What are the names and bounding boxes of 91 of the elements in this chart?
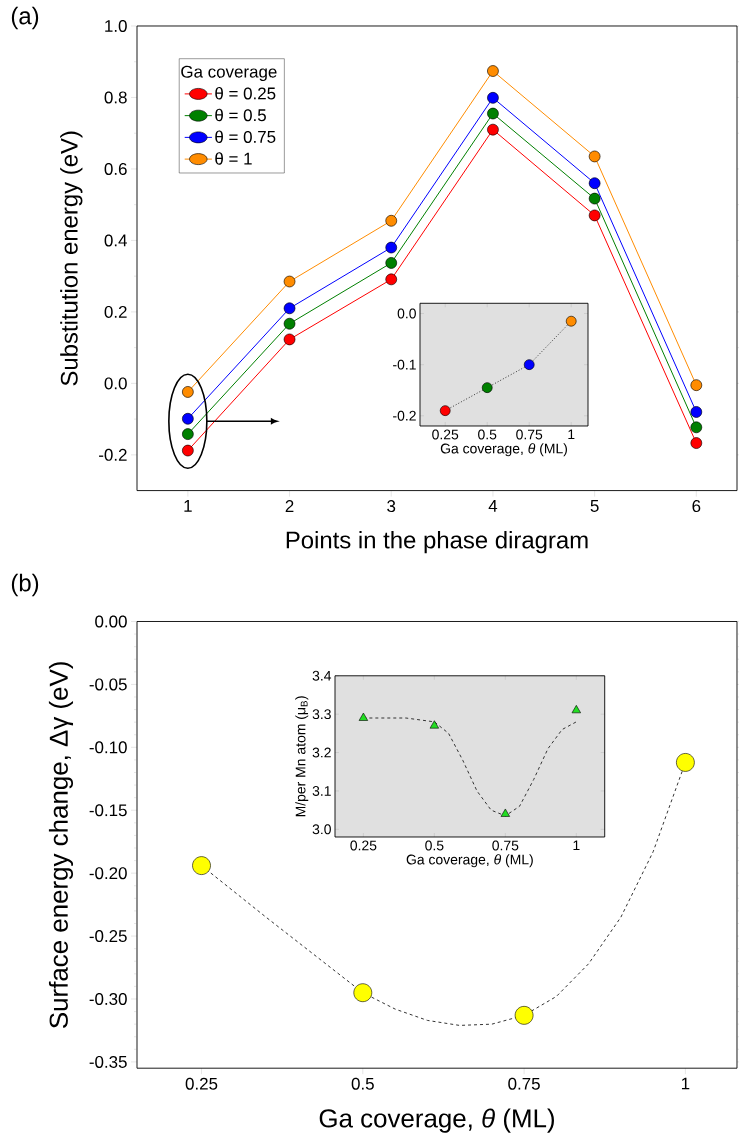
x-tick-label: 3 — [387, 500, 396, 513]
point — [690, 421, 703, 434]
point — [439, 405, 451, 416]
point — [385, 257, 398, 269]
x-axis-title: Ga coverage, θ (ML) — [406, 854, 533, 868]
point — [283, 302, 296, 315]
y-tick-label: -0.30 — [89, 992, 127, 1005]
x-axis-title: Points in the phase diragram — [286, 530, 588, 554]
x-tick-label: 5 — [590, 500, 599, 512]
point — [385, 273, 398, 286]
point — [353, 983, 373, 1002]
x-tick-label: 0.75 — [508, 1077, 540, 1090]
y-tick-label: 0.8 — [104, 91, 127, 104]
point — [487, 65, 499, 77]
x-tick-label: 0.5 — [351, 1077, 374, 1090]
x-tick-label: 6 — [692, 500, 701, 513]
point — [182, 444, 194, 457]
x-axis-title: Ga coverage, θ (ML) — [440, 443, 567, 457]
x-tick-label: 1 — [573, 840, 580, 851]
legend-label: θ = 0.5 — [215, 108, 266, 122]
point — [514, 1006, 534, 1025]
point — [690, 406, 703, 418]
y-tick-label: 3.4 — [312, 670, 332, 681]
point — [358, 712, 369, 721]
x-tick-label: 2 — [285, 500, 294, 512]
x-tick-label: 0.75 — [516, 429, 543, 440]
y-tick-label: 3.3 — [312, 709, 331, 720]
x-tick-label: 1 — [568, 429, 575, 440]
point — [283, 275, 296, 288]
x-tick-label: 1 — [184, 500, 192, 512]
y-tick-label: 3.2 — [312, 747, 331, 758]
point — [429, 720, 439, 729]
point — [283, 333, 296, 346]
y-tick-label: -0.25 — [89, 930, 127, 943]
y-tick-label: -0.15 — [89, 804, 127, 817]
y-tick-label: 0.0 — [397, 308, 416, 319]
y-tick-label: -0.1 — [393, 359, 416, 370]
point — [182, 428, 194, 440]
y-axis-title: Substitution energy (eV) — [60, 131, 83, 386]
y-tick-label: -0.2 — [99, 448, 127, 461]
y-tick-label: 0.00 — [95, 615, 127, 628]
legend-label: θ = 0.75 — [215, 130, 276, 143]
x-tick-label: 0.25 — [350, 840, 377, 851]
legend-label: θ = 0.25 — [215, 87, 276, 100]
y-tick-label: 3.1 — [312, 785, 331, 796]
point — [500, 808, 510, 817]
y-tick-label: -0.2 — [393, 410, 416, 421]
point — [676, 753, 695, 772]
text: (b) — [11, 573, 39, 597]
x-tick-label: 0.25 — [432, 429, 459, 440]
x-tick-label: 0.25 — [185, 1077, 218, 1090]
y-axis-title: M/per Mn atom (μ$_{B}$) — [295, 696, 309, 817]
y-tick-label: 1.0 — [105, 19, 127, 32]
legend-title: Ga coverage — [181, 65, 277, 82]
point — [385, 214, 398, 227]
point — [487, 123, 499, 136]
y-tick-label: -0.35 — [89, 1055, 127, 1068]
point — [588, 177, 601, 190]
x-tick-label: 0.75 — [492, 840, 519, 851]
y-tick-label: 0.4 — [104, 234, 127, 247]
point — [565, 315, 577, 327]
legend-label: θ = 1 — [215, 152, 252, 165]
y-tick-label: 0.6 — [104, 162, 127, 175]
point — [481, 382, 493, 393]
x-tick-label: 4 — [488, 500, 498, 512]
y-tick-label: -0.20 — [89, 867, 127, 880]
x-tick-label: 0.5 — [478, 429, 497, 440]
y-tick-label: 0.0 — [104, 377, 127, 390]
point — [588, 192, 601, 205]
point — [192, 856, 211, 875]
point — [690, 379, 703, 391]
x-axis-title: Ga coverage, θ (ML) — [319, 1108, 554, 1133]
y-tick-label: -0.10 — [89, 741, 127, 754]
point — [523, 359, 535, 370]
y-axis-title: Surface energy change, Δγ (eV) — [48, 662, 74, 1028]
point — [487, 107, 499, 120]
y-tick-label: 0.2 — [104, 305, 127, 318]
y-tick-label: -0.05 — [89, 678, 127, 691]
point — [588, 209, 601, 222]
x-tick-label: 0.5 — [425, 840, 444, 851]
point — [690, 437, 703, 449]
y-tick-label: 3.0 — [312, 824, 331, 835]
point — [588, 150, 601, 163]
point — [182, 412, 194, 425]
point — [283, 317, 296, 330]
point — [487, 92, 499, 104]
text: (a) — [11, 6, 39, 30]
point — [385, 241, 398, 254]
point — [182, 386, 194, 398]
point — [571, 705, 581, 714]
x-tick-label: 1 — [681, 1077, 690, 1090]
